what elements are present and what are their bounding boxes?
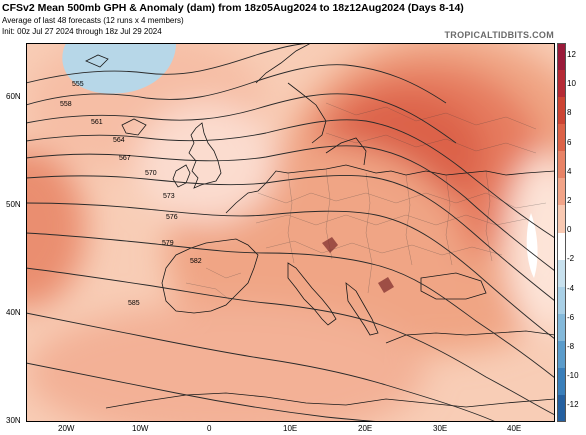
anomaly-map [26, 43, 555, 422]
highlight-region-alps [322, 237, 338, 253]
colorbar-label: 0 [567, 225, 572, 235]
colorbar-swatch [557, 124, 566, 152]
colorbar-swatch [557, 97, 566, 125]
colorbar-label: 8 [567, 108, 572, 118]
map-subtitle-members: Average of last 48 forecasts (12 runs x … [2, 16, 184, 25]
colorbar-swatch [557, 43, 566, 71]
lon-label: 30E [433, 424, 448, 433]
colorbar-swatch [557, 340, 566, 369]
lon-label: 10E [283, 424, 298, 433]
brand-watermark: TROPICALTIDBITS.COM [444, 30, 554, 40]
political-borders [185, 102, 547, 302]
contour-label: 576 [166, 214, 178, 221]
colorbar-label: -2 [567, 254, 575, 264]
lon-label: 20E [358, 424, 373, 433]
colorbar-swatch [557, 151, 566, 179]
colorbar-swatch [557, 70, 566, 98]
colorbar-swatch [557, 205, 566, 233]
highlight-region-balkans [378, 277, 394, 293]
colorbar-swatch [557, 367, 566, 396]
contour-label: 573 [163, 193, 175, 200]
contour-label: 585 [128, 300, 140, 307]
colorbar-label: -6 [567, 312, 575, 322]
colorbar-label: -4 [567, 283, 575, 293]
contour-label: 558 [60, 101, 72, 108]
colorbar-label: 4 [567, 166, 572, 176]
colorbar-swatch [557, 286, 566, 315]
lat-label: 50N [6, 200, 21, 209]
colorbar-swatch [557, 259, 566, 288]
colorbar-label: 10 [567, 79, 576, 89]
lon-label: 0 [207, 424, 212, 433]
contour-label: 579 [162, 240, 174, 247]
lat-label: 60N [6, 92, 21, 101]
negative-anomaly-region [62, 43, 176, 94]
colorbar-swatch [557, 394, 566, 423]
contour-label: 582 [190, 258, 202, 265]
contour-label: 555 [72, 81, 84, 88]
colorbar-label: -8 [567, 342, 575, 351]
colorbar-swatch [557, 313, 566, 342]
lat-label: 40N [6, 308, 21, 317]
lat-label: 30N [6, 416, 21, 425]
colorbar-label: 12 [567, 50, 576, 59]
map-frame [26, 43, 555, 422]
colorbar-label: 6 [567, 137, 572, 147]
map-subtitle-init: Init: 00z Jul 27 2024 through 18z Jul 29… [2, 27, 162, 36]
lon-label: 20W [58, 424, 75, 433]
contour-label: 570 [145, 170, 157, 177]
colorbar-label: 2 [567, 196, 572, 205]
contour-label: 564 [113, 137, 125, 144]
neutral-anomaly-patch [526, 213, 538, 278]
contour-label: 561 [91, 119, 103, 126]
map-title: CFSv2 Mean 500mb GPH & Anomaly (dam) fro… [2, 2, 464, 14]
colorbar-swatch [557, 232, 566, 261]
colorbar-label: -10 [567, 371, 579, 381]
colorbar-frame [557, 43, 566, 422]
lon-label: 40E [507, 424, 522, 433]
gph-contours [26, 43, 555, 422]
colorbar-swatch [557, 178, 566, 206]
colorbar-label: -12 [567, 400, 579, 410]
lon-label: 10W [132, 424, 149, 433]
contour-label: 567 [119, 155, 131, 162]
